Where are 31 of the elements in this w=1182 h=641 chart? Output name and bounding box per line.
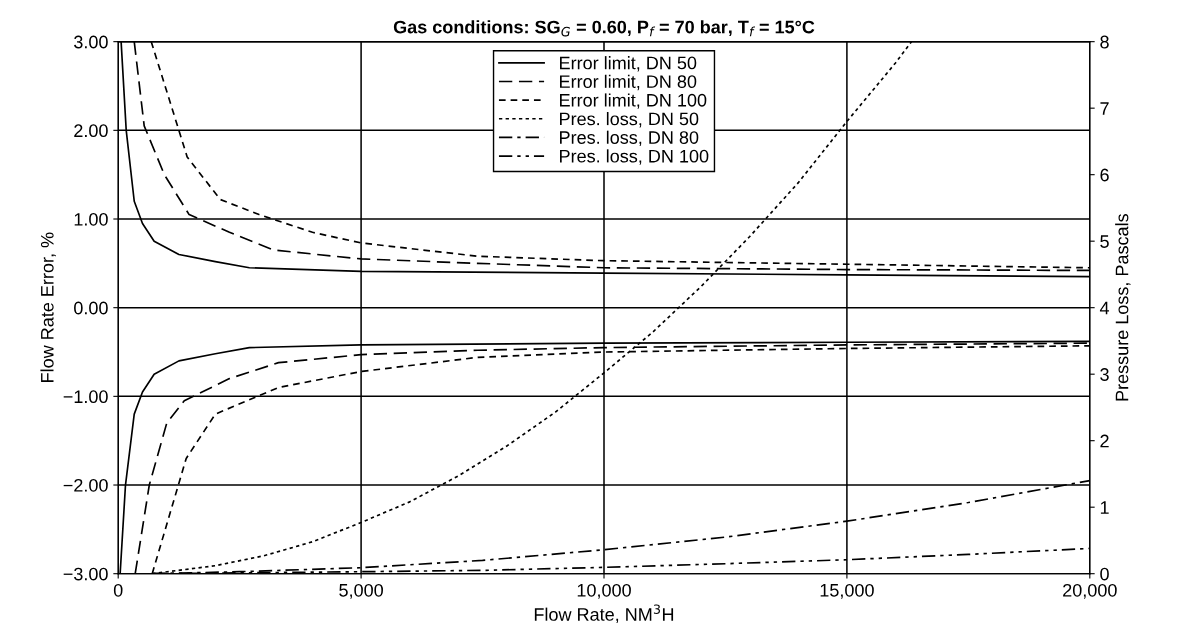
y2-tick-label: 3	[1100, 368, 1109, 381]
y-tick-label: 3.00	[74, 35, 108, 49]
legend-label: Error limit, DN 50	[560, 56, 697, 72]
legend-label: Pres. loss, DN 80	[560, 130, 699, 147]
x-tick-label: 0	[113, 583, 123, 597]
y-tick-label: −3.00	[63, 567, 108, 581]
y-tick-label: −1.00	[63, 390, 108, 404]
x-axis-title: Flow Rate, NM$^{3}$H	[534, 604, 674, 624]
y-tick-label: 0.00	[74, 301, 108, 315]
y2-tick-label: 1	[1100, 501, 1109, 514]
legend-label: Pres. loss, DN 50	[560, 112, 699, 128]
chart-title: Gas conditions: SG$_{G}$ = 0.60, P$_{f}$ = 70 bar, T$_{f}$ = 15°C	[393, 20, 815, 37]
x-tick-label: 10,000	[577, 583, 631, 599]
y2-tick-label: 8	[1100, 35, 1109, 49]
y-tick-label: −2.00	[63, 478, 108, 492]
y-tick-label: 2.00	[74, 124, 108, 138]
legend-label: Error limit, DN 100	[560, 93, 707, 109]
y-axis-title: Flow Rate Error, %	[40, 232, 56, 382]
y2-tick-label: 6	[1100, 168, 1109, 182]
y-tick-label: 1.00	[74, 212, 108, 226]
legend-label: Error limit, DN 80	[560, 74, 697, 91]
x-tick-label: 15,000	[820, 583, 874, 599]
x-tick-label: 20,000	[1063, 583, 1117, 599]
y2-tick-label: 7	[1100, 102, 1109, 115]
x-tick-label: 5,000	[339, 583, 383, 599]
legend-label: Pres. loss, DN 100	[560, 149, 709, 165]
y2-tick-label: 2	[1100, 434, 1109, 448]
y2-tick-label: 4	[1099, 301, 1110, 315]
y2-tick-label: 0	[1100, 567, 1109, 581]
y2-tick-label: 5	[1100, 235, 1109, 248]
y2-axis-title: Pressure Loss, Pascals	[1115, 214, 1131, 401]
